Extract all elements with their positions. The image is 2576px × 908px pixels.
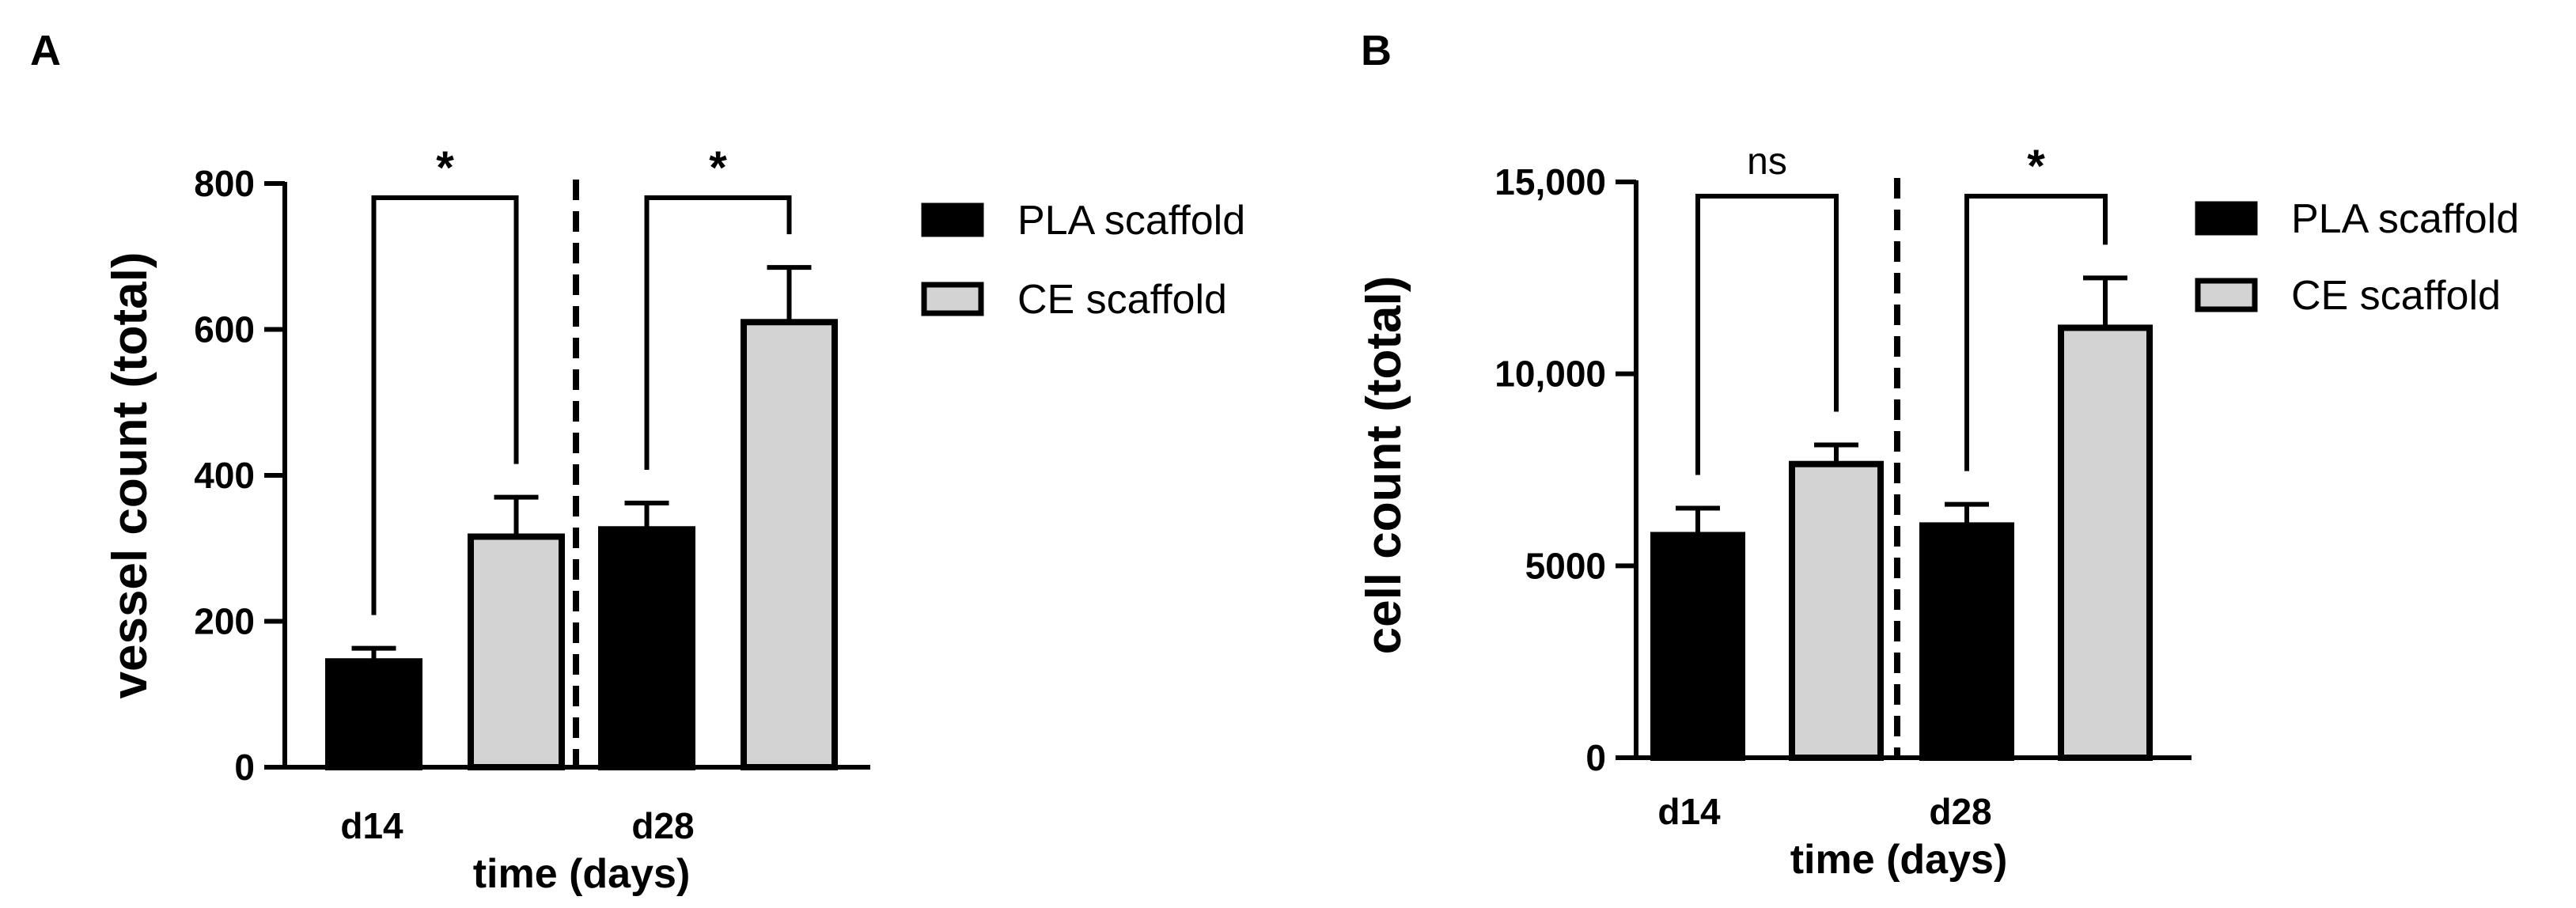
legend-label: CE scaffold (2291, 273, 2501, 319)
y-tick-label: 800 (194, 163, 255, 204)
y-tick-label: 10,000 (1494, 354, 1606, 395)
panel-letter: A (30, 27, 61, 74)
x-category-label: d14 (340, 805, 403, 846)
significance-label: * (2027, 141, 2045, 192)
legend-label: PLA scaffold (2291, 196, 2519, 242)
y-tick-label: 5000 (1525, 545, 1606, 586)
legend-swatch (921, 202, 984, 237)
bar-pla-d28 (598, 526, 695, 770)
legend-swatch (921, 282, 984, 316)
bar-pla-d14 (1650, 532, 1745, 761)
x-category-label: d28 (631, 805, 694, 846)
x-category-label: d14 (1657, 791, 1721, 832)
y-tick-label: 15,000 (1494, 161, 1606, 202)
significance-label: * (709, 142, 727, 194)
y-tick-label: 0 (234, 747, 255, 788)
bar-ce-d14 (1789, 460, 1884, 761)
significance-label: * (436, 142, 454, 194)
panel-letter: B (1361, 27, 1392, 74)
x-axis-label: time (days) (473, 851, 691, 897)
significance-label: ns (1747, 141, 1787, 183)
significance-bracket (371, 195, 519, 615)
bar-ce-d28 (741, 319, 838, 770)
y-axis-label: vessel count (total) (103, 252, 157, 699)
y-axis-label: cell count (total) (1357, 276, 1411, 655)
significance-bracket (644, 195, 792, 471)
bar-ce-d28 (2058, 324, 2153, 761)
y-tick-label: 200 (194, 601, 255, 642)
legend-label: PLA scaffold (1017, 198, 1245, 244)
y-tick-label: 0 (1585, 737, 1606, 778)
panel-b: B 0 5000 10,000 15,000 cell count (total) ns * d… (1357, 27, 2519, 883)
panel-a: A 0 200 400 600 800 vessel count (total) * * d14 d… (30, 27, 1245, 897)
y-tick-label: 400 (194, 455, 255, 496)
bar-ce-d14 (468, 533, 565, 770)
legend-swatch (2195, 201, 2258, 236)
x-category-label: d28 (1929, 791, 1991, 832)
legend-label: CE scaffold (1017, 277, 1227, 323)
legend-swatch (2195, 278, 2258, 312)
significance-bracket (1695, 194, 1839, 475)
bar-pla-d14 (325, 658, 422, 770)
significance-bracket (1964, 194, 2108, 471)
bar-pla-d28 (1919, 522, 2014, 762)
y-tick-label: 600 (194, 309, 255, 350)
x-axis-label: time (days) (1790, 837, 2008, 883)
